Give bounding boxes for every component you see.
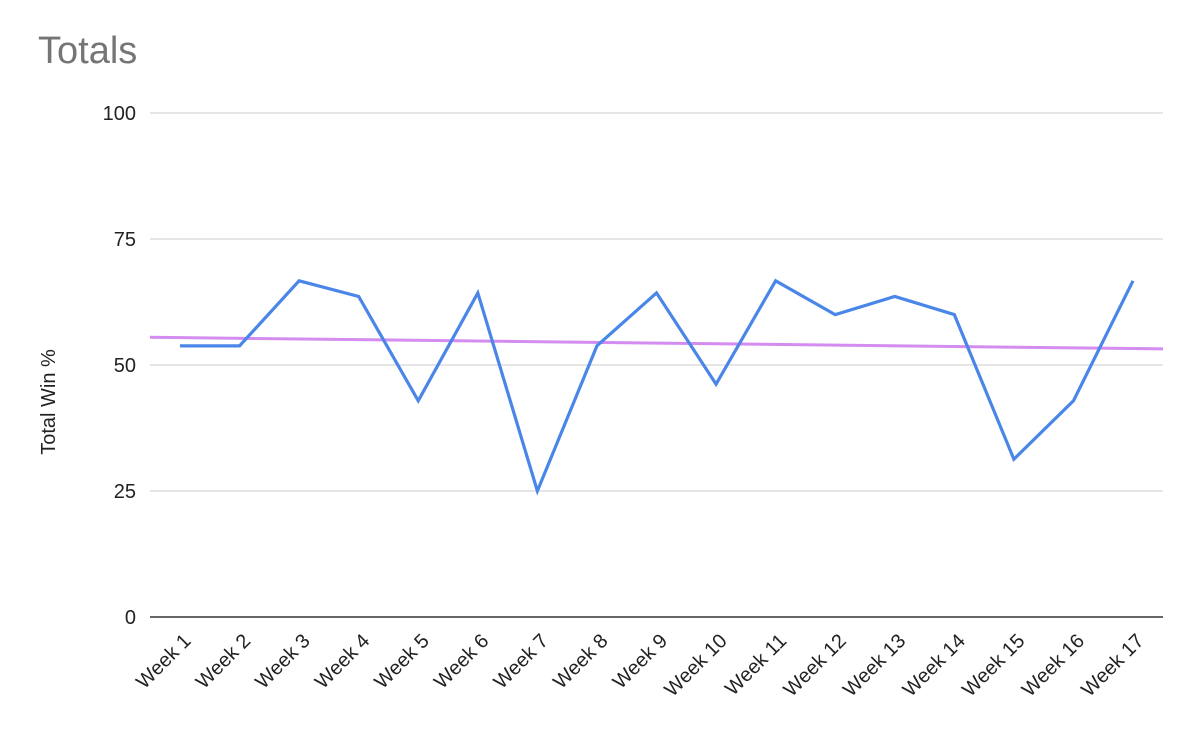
- x-tick-label: Week 2: [192, 630, 255, 693]
- x-tick-label: Week 16: [1018, 630, 1089, 701]
- x-tick-label: Week 1: [132, 630, 195, 693]
- chart-title: Totals: [38, 30, 138, 72]
- x-tick-label: Week 15: [958, 630, 1029, 701]
- x-tick-label: Week 7: [490, 630, 553, 693]
- trendline: [149, 335, 1164, 351]
- x-tick-label: Week 14: [899, 630, 970, 701]
- x-tick-label: Week 8: [549, 630, 612, 693]
- y-tick-label: 25: [114, 481, 136, 503]
- x-tick-label: Week 3: [251, 630, 314, 693]
- x-tick-label: Week 6: [430, 630, 493, 693]
- x-tick-label: Week 5: [371, 630, 434, 693]
- series-line: [180, 278, 1135, 496]
- gridlines: [150, 112, 1163, 618]
- y-tick-label: 50: [114, 355, 136, 377]
- x-tick-label: Week 10: [660, 630, 731, 701]
- trendline-layer: [149, 335, 1164, 351]
- x-tick-label: Week 17: [1077, 630, 1148, 701]
- x-tick-label: Week 13: [839, 630, 910, 701]
- x-tick-label: Week 4: [311, 630, 374, 693]
- series-layer: [179, 278, 1135, 496]
- y-tick-label: 75: [114, 229, 136, 251]
- x-tick-label: Week 12: [780, 630, 851, 701]
- y-axis-label: Total Win %: [38, 349, 60, 455]
- y-tick-label: 0: [125, 607, 136, 629]
- y-axis-ticks: 0 25 50 75 100: [103, 103, 136, 629]
- y-tick-label: 100: [103, 103, 136, 125]
- x-tick-label: Week 11: [721, 630, 791, 700]
